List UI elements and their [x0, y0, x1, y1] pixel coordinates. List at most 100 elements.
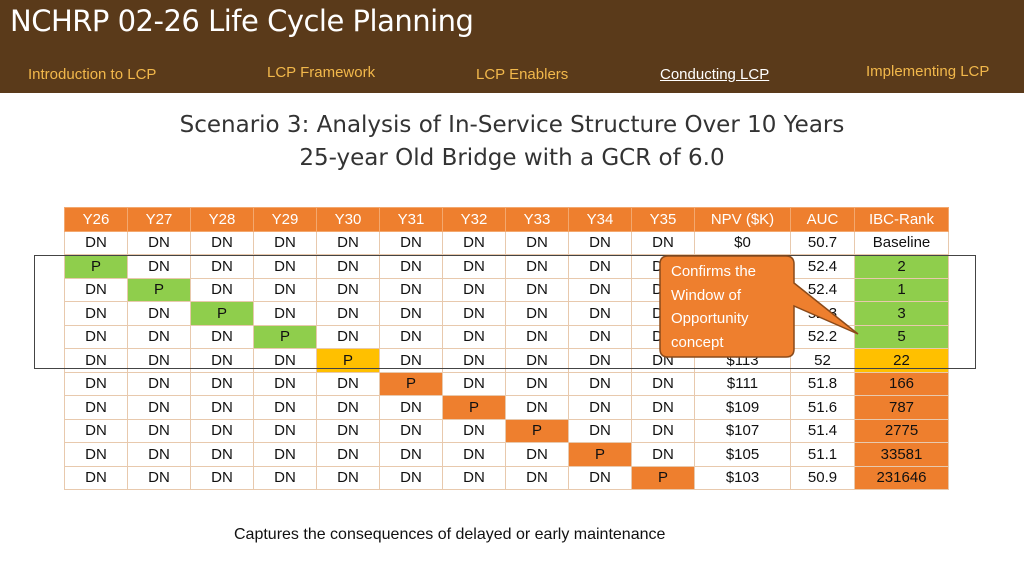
table-cell: DN [127, 348, 191, 373]
column-header: IBC-Rank [854, 207, 949, 232]
table-cell: DN [568, 230, 632, 255]
table-cell: 51.4 [790, 418, 855, 443]
column-header: Y27 [127, 207, 191, 232]
table-cell: P [190, 301, 254, 326]
table-cell: DN [190, 465, 254, 490]
table-cell: DN [64, 442, 128, 467]
table-cell: 166 [854, 371, 949, 396]
column-header: Y30 [316, 207, 380, 232]
table-cell: DN [505, 371, 569, 396]
table-cell: DN [64, 324, 128, 349]
column-header: NPV ($K) [694, 207, 791, 232]
table-cell: DN [253, 418, 317, 443]
table-cell: 52.4 [790, 277, 855, 302]
table-cell: 52 [790, 348, 855, 373]
table-cell: DN [568, 418, 632, 443]
table-cell: $111 [694, 371, 791, 396]
table-cell: Baseline [854, 230, 949, 255]
table-cell: DN [316, 254, 380, 279]
column-header: AUC [790, 207, 855, 232]
nav-implementing[interactable]: Implementing LCP [866, 63, 990, 80]
table-cell: DN [64, 371, 128, 396]
table-cell: DN [316, 395, 380, 420]
app-title: NCHRP 02-26 Life Cycle Planning [10, 4, 474, 38]
table-cell: DN [505, 230, 569, 255]
table-cell: DN [442, 465, 506, 490]
table-cell: DN [442, 230, 506, 255]
table-cell: DN [379, 324, 443, 349]
column-header: Y35 [631, 207, 695, 232]
table-cell: DN [379, 301, 443, 326]
table-cell: 52.3 [790, 301, 855, 326]
table-row: DN DN DN DN DN DN DN P DN DN $107 51.4 2775 [64, 418, 949, 443]
table-row: DN DN DN P DN DN DN DN DN DN 52.2 5 [64, 324, 949, 349]
table-cell: DN [190, 277, 254, 302]
table-cell: DN [442, 418, 506, 443]
table-cell: DN [442, 277, 506, 302]
table-cell: 22 [854, 348, 949, 373]
callout-line: Confirms the [671, 263, 757, 280]
table-cell: DN [442, 324, 506, 349]
nav-introduction[interactable]: Introduction to LCP [28, 66, 157, 83]
table-cell: DN [190, 348, 254, 373]
table-cell: DN [253, 277, 317, 302]
table-cell: DN [190, 230, 254, 255]
table-cell: 50.7 [790, 230, 855, 255]
column-header: Y33 [505, 207, 569, 232]
table-cell: DN [127, 301, 191, 326]
table-cell: DN [64, 395, 128, 420]
table-cell: P [505, 418, 569, 443]
table-cell: DN [442, 442, 506, 467]
table-cell: DN [190, 254, 254, 279]
table-cell: DN [64, 418, 128, 443]
table-cell: DN [190, 395, 254, 420]
table-cell: DN [127, 254, 191, 279]
table-cell: 52.4 [790, 254, 855, 279]
table-row: DN DN P DN DN DN DN DN DN DN 52.3 3 [64, 301, 949, 326]
nav-enablers[interactable]: LCP Enablers [476, 66, 569, 83]
table-cell: 33581 [854, 442, 949, 467]
table-cell: DN [316, 371, 380, 396]
table-cell: 51.1 [790, 442, 855, 467]
table-cell: DN [64, 277, 128, 302]
table-cell: 51.8 [790, 371, 855, 396]
table-cell: DN [568, 301, 632, 326]
table-cell: DN [505, 324, 569, 349]
table-cell: DN [379, 465, 443, 490]
table-cell: DN [568, 371, 632, 396]
table-cell: DN [442, 301, 506, 326]
table-cell: DN [568, 465, 632, 490]
table-row: DN DN DN DN DN DN P DN DN DN $109 51.6 787 [64, 395, 949, 420]
table-cell: DN [190, 418, 254, 443]
table-cell: P [127, 277, 191, 302]
callout-line: Window of [671, 286, 742, 304]
table-cell: DN [253, 465, 317, 490]
table-cell: DN [127, 395, 191, 420]
callout-line: Opportunity [671, 310, 749, 327]
table-cell: DN [631, 418, 695, 443]
table-cell: $103 [694, 465, 791, 490]
scenario-table: Y26 Y27 Y28 Y29 Y30 Y31 Y32 Y33 Y34 Y35 NPV ($K) AU… [64, 207, 949, 490]
table-cell: DN [568, 348, 632, 373]
table-cell: DN [316, 277, 380, 302]
nav-conducting[interactable]: Conducting LCP [660, 66, 770, 83]
table-header-row: Y26 Y27 Y28 Y29 Y30 Y31 Y32 Y33 Y34 Y35 NPV ($K) AU… [64, 207, 949, 232]
table-cell: DN [631, 442, 695, 467]
table-cell: P [253, 324, 317, 349]
table-cell: DN [127, 230, 191, 255]
slide-title: Scenario 3: Analysis of In-Service Struc… [179, 112, 845, 138]
table-cell: DN [64, 348, 128, 373]
nav-framework[interactable]: LCP Framework [267, 64, 376, 81]
table-cell: P [379, 371, 443, 396]
table-row: P DN DN DN DN DN DN DN DN DN 52.4 2 [64, 254, 949, 279]
table-row: DN DN DN DN DN DN DN DN DN P $103 50.9 231646 [64, 465, 949, 490]
table-cell: DN [253, 395, 317, 420]
table-cell: P [442, 395, 506, 420]
table-cell: DN [505, 465, 569, 490]
column-header: Y32 [442, 207, 506, 232]
table-cell: DN [631, 395, 695, 420]
table-row: DN DN DN DN DN DN DN DN P DN $105 51.1 33581 [64, 442, 949, 467]
table-cell: $105 [694, 442, 791, 467]
table-cell: DN [127, 324, 191, 349]
table-cell: 231646 [854, 465, 949, 490]
